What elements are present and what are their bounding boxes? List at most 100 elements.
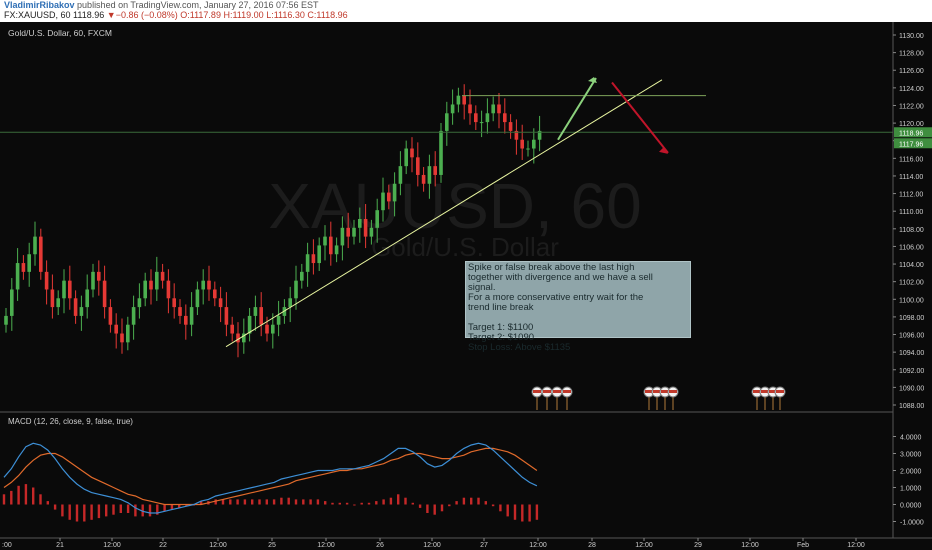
- macd-histogram-bar: [221, 499, 225, 505]
- time-tick-label: 29: [694, 542, 702, 549]
- macd-histogram-bar: [338, 502, 341, 505]
- macd-histogram-bar: [309, 499, 312, 505]
- macd-histogram-bar: [426, 504, 429, 513]
- note-line: signal.: [468, 282, 496, 293]
- candle: [526, 148, 530, 150]
- candle: [479, 122, 484, 124]
- macd-histogram-bar: [528, 504, 531, 522]
- time-tick-label: 22: [159, 542, 167, 549]
- macd-pane: [0, 411, 893, 522]
- price-tick-label: 1100.00: [899, 297, 924, 304]
- macd-histogram-bar: [61, 504, 64, 517]
- candle: [102, 280, 107, 308]
- candle: [491, 104, 495, 114]
- note-line: Stop Loss: Above $1135: [468, 342, 571, 353]
- candle: [73, 298, 78, 316]
- candle: [207, 280, 211, 290]
- low-value: L:1116.30: [266, 10, 305, 20]
- event-flag-stripe: [776, 390, 784, 393]
- publish-header: VladimirRibakov published on TradingView…: [0, 0, 932, 22]
- candle: [172, 298, 176, 308]
- macd-histogram-bar: [24, 484, 28, 505]
- macd-histogram-bar: [272, 499, 276, 505]
- candle: [184, 315, 188, 325]
- macd-histogram-bar: [199, 501, 203, 505]
- economic-events[interactable]: [531, 386, 786, 410]
- candle: [131, 307, 136, 325]
- macd-histogram-bar: [112, 504, 115, 515]
- last-price: 1118.96: [73, 10, 105, 20]
- drawing-tools[interactable]: [0, 77, 893, 348]
- macd-histogram-bar: [126, 504, 130, 513]
- candle: [294, 280, 298, 299]
- candle: [242, 333, 246, 343]
- candle: [340, 227, 345, 246]
- candlestick-series: [4, 84, 542, 358]
- close-value: C:1118.96: [307, 10, 348, 20]
- candle: [537, 130, 542, 140]
- time-axis[interactable]: 21 12:00 22 12:00 25 12:00 26 12:00 27 12:00 28 12:…: [0, 537, 932, 549]
- candle: [91, 271, 95, 290]
- candle: [247, 315, 252, 334]
- candle: [520, 139, 524, 149]
- arrow-down-icon: [659, 146, 668, 154]
- macd-histogram-bar: [148, 504, 152, 517]
- macd-histogram-bar: [324, 501, 327, 505]
- candle: [27, 254, 31, 272]
- event-flag-stripe: [553, 390, 561, 393]
- macd-histogram-bar: [214, 499, 217, 505]
- analysis-note[interactable]: Spike or false break above the last high…: [465, 261, 691, 353]
- macd-tick-label: 2.0000: [900, 469, 922, 476]
- candle: [369, 227, 374, 237]
- time-tick-label: 12:00: [317, 542, 335, 549]
- arrow-up-icon: [588, 77, 597, 84]
- event-flag-stripe: [669, 390, 677, 393]
- candle: [56, 298, 60, 308]
- candle: [329, 236, 333, 255]
- macd-histogram-bar: [470, 497, 473, 505]
- macd-histogram-bar: [178, 504, 181, 508]
- candle: [398, 166, 403, 184]
- macd-histogram-bar: [68, 504, 71, 520]
- macd-histogram-bar: [280, 497, 283, 505]
- candle: [155, 271, 159, 290]
- macd-histogram-bar: [506, 504, 509, 517]
- signal-line: [3, 447, 538, 506]
- macd-histogram-bar: [491, 504, 495, 507]
- event-flag-stripe: [645, 390, 653, 393]
- macd-histogram-bar: [287, 497, 290, 505]
- macd-histogram-bar: [119, 504, 122, 513]
- time-tick-label: 12:00: [635, 542, 653, 549]
- note-text: Spike or false break above the last high…: [468, 263, 688, 313]
- note-line: Target 1: $1100: [468, 322, 534, 333]
- macd-tick-label: -1.0000: [900, 520, 924, 527]
- macd-line: [3, 442, 538, 514]
- candle: [317, 245, 321, 264]
- price-tick-label: 1102.00: [899, 280, 924, 287]
- candle: [137, 298, 142, 308]
- price-tick-label: 1104.00: [899, 262, 924, 269]
- candle: [15, 263, 20, 290]
- macd-histogram-bar: [105, 504, 108, 517]
- price-tick-label: 1126.00: [899, 68, 924, 75]
- candle: [126, 324, 130, 343]
- candle: [21, 263, 26, 272]
- symbol-info: FX:XAUUSD, 60 1118.96 ▼−0.86 (−0.08%) O:…: [4, 10, 348, 21]
- macd-histogram-bar: [156, 504, 159, 515]
- author-link[interactable]: VladimirRibakov: [4, 0, 75, 10]
- macd-histogram-bar: [134, 504, 137, 517]
- time-tick-label: 26: [376, 542, 384, 549]
- time-tick-label: 12:00: [741, 542, 759, 549]
- price-tick-label: 1128.00: [899, 51, 924, 58]
- candle: [485, 113, 490, 123]
- price-axis[interactable]: 1130.00 1128.00 1126.00 1124.00 1122.00 1120.…: [892, 22, 932, 538]
- last-price-badge-label: 1118.96: [899, 130, 923, 137]
- macd-tick-label: 0.0000: [900, 503, 922, 510]
- time-tick-label: 12:00: [423, 542, 441, 549]
- price-tick-label: 1120.00: [899, 121, 924, 128]
- macd-histogram-bar: [513, 504, 517, 520]
- macd-histogram-bar: [316, 499, 320, 505]
- candle: [416, 157, 420, 175]
- price-tick-label: 1108.00: [899, 227, 924, 234]
- candle: [427, 166, 432, 184]
